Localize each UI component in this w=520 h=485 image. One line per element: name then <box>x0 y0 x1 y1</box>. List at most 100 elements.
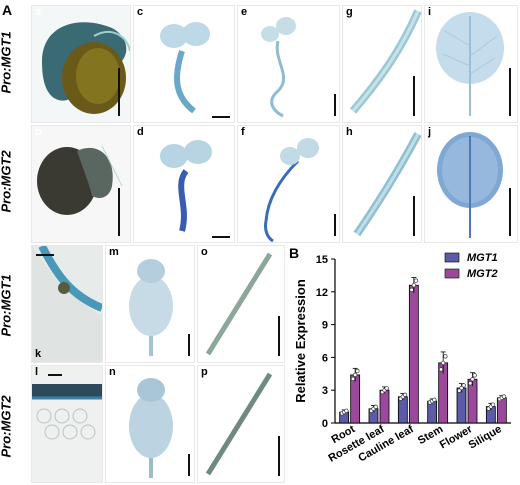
y-tick-label: 6 <box>322 352 328 364</box>
row-label-mgt2-bottom: Pro:MGT2 <box>0 395 14 458</box>
panel-label-e: e <box>241 6 248 18</box>
seedling-image <box>261 17 296 118</box>
panel-h: h <box>342 125 422 243</box>
replicate-point <box>459 385 464 391</box>
scale-bar <box>413 76 415 116</box>
panel-label-h: h <box>346 126 353 138</box>
row-label-mgt2-top: Pro:MGT2 <box>0 150 14 213</box>
legend-swatch-mgt1 <box>444 252 460 263</box>
panel-e: e <box>237 5 340 123</box>
replicate-point <box>344 408 349 413</box>
panel-label-m: m <box>109 246 119 258</box>
y-tick-label: 12 <box>316 287 328 299</box>
figure-label-a: A <box>2 2 13 18</box>
panel-a: a <box>31 5 131 123</box>
seedling-image <box>160 22 210 114</box>
scale-bar <box>334 214 336 236</box>
seedling-image <box>264 138 319 242</box>
panel-label-j: j <box>428 126 432 138</box>
legend-swatch-mgt2 <box>444 268 460 279</box>
replicate-point <box>490 402 496 407</box>
row-label-mgt1-top: Pro:MGT1 <box>0 31 14 94</box>
panel-label-k: k <box>35 348 42 360</box>
replicate-point <box>472 373 477 378</box>
replicate-point <box>384 386 389 391</box>
panel-label-f: f <box>241 126 245 138</box>
replicate-point <box>432 397 437 402</box>
bar-mgt1 <box>427 400 438 424</box>
cross-section-image <box>32 366 102 482</box>
replicate-point <box>409 287 414 292</box>
replicate-point <box>443 354 448 359</box>
panel-label-l: l <box>35 366 39 378</box>
replicate-point <box>355 368 360 374</box>
panel-label-a: a <box>35 6 42 18</box>
bar-mgt1 <box>397 396 408 424</box>
scale-bar <box>36 254 54 256</box>
panel-label-p: p <box>201 366 208 378</box>
replicate-point <box>457 388 462 393</box>
panel-i: i <box>424 5 518 123</box>
replicate-point <box>470 377 475 382</box>
scale-bar <box>188 454 190 476</box>
panel-j: j <box>424 125 518 243</box>
seed-image <box>32 126 130 242</box>
leaf-image <box>437 132 503 238</box>
bar-mgt2 <box>379 389 390 424</box>
panel-label-b: b <box>35 126 42 138</box>
y-tick-label: 9 <box>322 320 328 332</box>
panel-f: f <box>237 125 340 243</box>
panel-label-c: c <box>137 6 144 18</box>
seedling-image <box>160 140 212 232</box>
scale-bar <box>509 188 511 236</box>
bar-mgt1 <box>456 387 467 424</box>
scale-bar <box>334 94 336 116</box>
replicate-point <box>373 404 378 409</box>
panel-label-i: i <box>428 6 432 18</box>
scale-bar <box>212 116 230 118</box>
panel-label-d: d <box>137 126 144 138</box>
scale-bar <box>413 196 415 236</box>
replicate-point <box>350 376 356 381</box>
panel-label-o: o <box>201 246 208 258</box>
silique-image <box>205 252 273 356</box>
replicate-point <box>402 392 408 397</box>
seed-image <box>32 6 130 122</box>
legend-label-mgt2: MGT2 <box>467 268 498 280</box>
replicate-point <box>353 372 358 378</box>
replicate-point <box>501 394 507 399</box>
panel-o: o <box>197 245 285 363</box>
x-tick-label: Silique <box>467 423 504 451</box>
scale-bar <box>278 316 280 356</box>
scale-bar <box>509 68 511 116</box>
scale-bar <box>278 436 280 476</box>
bar-mgt2 <box>496 397 507 424</box>
bar-mgt2 <box>350 374 361 424</box>
row-label-mgt1-bottom: Pro:MGT1 <box>0 274 14 337</box>
figure-label-b: B <box>289 245 300 261</box>
replicate-point <box>468 381 473 386</box>
cross-section-image <box>32 246 102 362</box>
y-tick-label: 15 <box>316 254 328 266</box>
replicate-point <box>413 278 419 283</box>
scale-bar <box>188 334 190 356</box>
panel-b: b <box>31 125 131 243</box>
panel-m: m <box>105 245 195 363</box>
leaf-image <box>436 12 504 116</box>
bar-mgt2 <box>408 284 419 424</box>
silique-image <box>205 372 273 476</box>
panel-d: d <box>133 125 235 243</box>
legend-label-mgt1: MGT1 <box>467 252 498 264</box>
panel-label-n: n <box>109 366 116 378</box>
replicate-point <box>441 360 446 366</box>
y-axis-label: Relative Expression <box>293 279 308 403</box>
scale-bar <box>48 374 62 376</box>
panel-g: g <box>342 5 422 123</box>
y-tick-label: 0 <box>322 418 328 430</box>
panel-k: k <box>31 245 103 363</box>
replicate-point <box>461 383 466 388</box>
panel-l: l <box>31 365 103 483</box>
flower-image <box>129 259 173 356</box>
scale-bar <box>118 188 120 236</box>
